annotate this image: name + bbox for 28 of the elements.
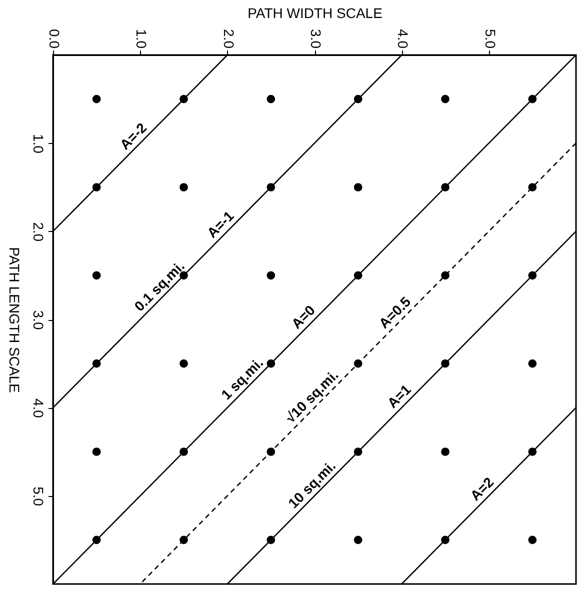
point: [441, 448, 450, 456]
x-tick-label: 3.0: [308, 29, 324, 49]
point: [266, 94, 276, 104]
annotation: A=1: [384, 381, 414, 412]
x-axis-title: PATH WIDTH SCALE: [248, 5, 382, 22]
y-axis-title: PATH LENGTH SCALE: [6, 247, 22, 393]
x-tick-label: 4.0: [395, 29, 412, 49]
point: [180, 359, 188, 368]
y-tick-label: 2.0: [30, 222, 46, 242]
point: [266, 271, 276, 280]
point: [528, 536, 537, 544]
point: [92, 94, 101, 104]
y-tick-label: 5.0: [30, 486, 46, 506]
y-tick-label: 3.0: [30, 310, 46, 330]
point: [354, 183, 362, 192]
point: [92, 448, 101, 456]
point: [528, 359, 537, 368]
y-tick-label: 1.0: [30, 134, 46, 154]
point: [441, 94, 450, 104]
point: [354, 536, 362, 544]
x-tick-label: 1.0: [134, 29, 150, 49]
x-tick-label: 0.0: [46, 29, 62, 49]
x-tick-label: 2.0: [220, 29, 237, 49]
point: [180, 183, 188, 192]
x-tick-label: 5.0: [482, 29, 498, 49]
point: [92, 271, 101, 280]
y-tick-label: 4.0: [30, 398, 46, 418]
annotation: A=0: [288, 302, 318, 332]
